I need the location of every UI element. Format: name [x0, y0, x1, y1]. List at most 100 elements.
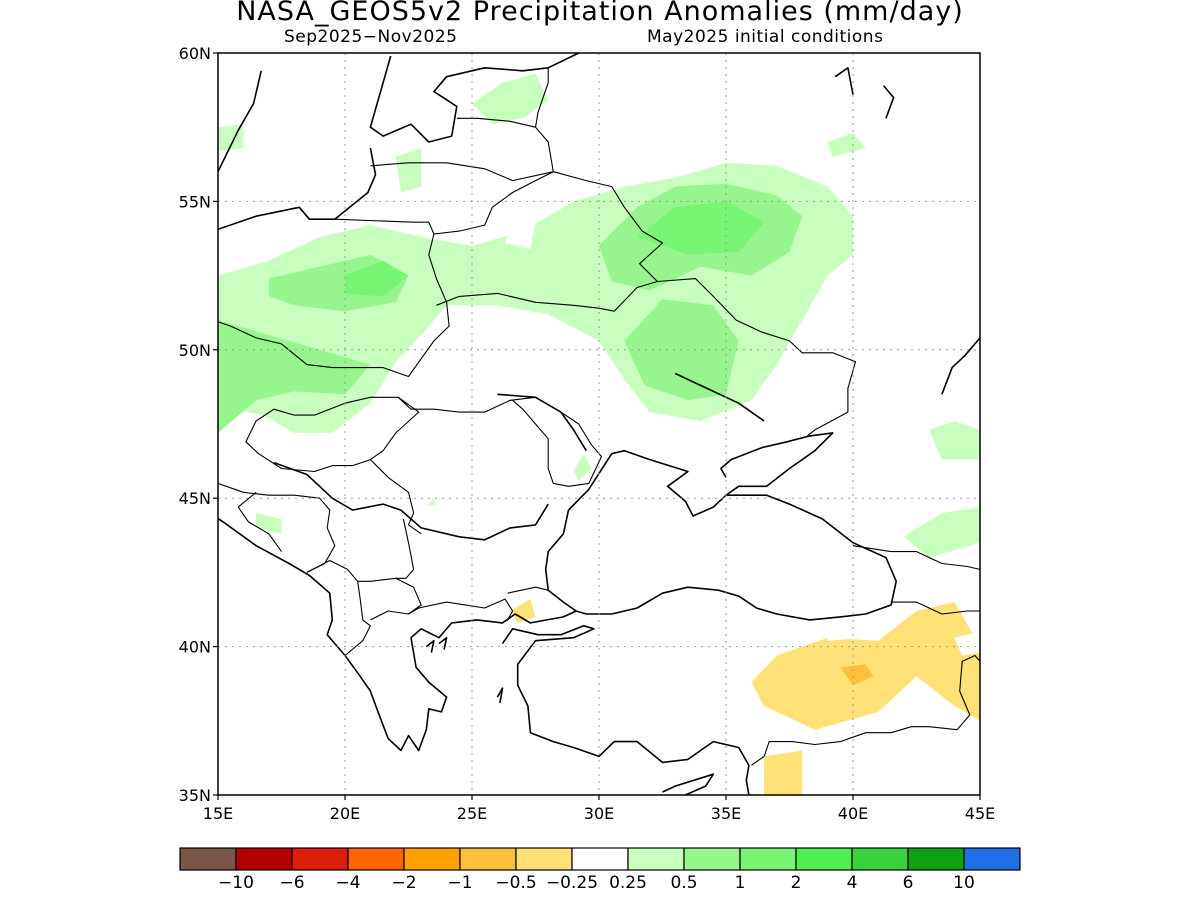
anomaly-region [522, 133, 625, 172]
neutral-region [505, 222, 536, 249]
coastline [438, 636, 448, 650]
anomaly-region [522, 563, 980, 795]
country-border [237, 491, 282, 552]
colorbar-swatch [179, 847, 237, 871]
lon-tick-label: 45E [965, 804, 995, 823]
country-border [751, 741, 792, 766]
country-border [395, 518, 415, 579]
country-border [370, 459, 422, 535]
coastlines [218, 53, 980, 795]
lat-tick-label: 40N [179, 638, 211, 657]
country-border [891, 601, 980, 615]
lat-tick-label: 55N [179, 192, 211, 211]
coastline [662, 773, 715, 795]
colorbar-swatch [403, 847, 461, 871]
lon-tick-label: 30E [584, 804, 614, 823]
country-border [791, 654, 980, 746]
colorbar-swatch [515, 847, 573, 871]
colorbar-label: −2 [391, 873, 416, 893]
colorbar-label: 1 [735, 873, 746, 893]
colorbar-swatch [347, 847, 405, 871]
neutral-region [954, 631, 980, 656]
colorbar-swatch [683, 847, 741, 871]
lat-tick-label: 60N [179, 44, 211, 63]
neutral-region [827, 619, 866, 641]
anomaly-region [637, 201, 765, 255]
coastline [834, 67, 854, 95]
country-border [534, 67, 554, 172]
colorbar-label: −10 [218, 873, 254, 893]
colorbar-label: 0.5 [670, 873, 697, 893]
colorbar-swatch [235, 847, 293, 871]
lon-tick-label: 20E [330, 804, 360, 823]
lat-tick-label: 35N [179, 786, 211, 805]
anomaly-region [218, 320, 371, 433]
colorbar-label: 10 [953, 873, 975, 893]
coastline [674, 372, 765, 422]
colorbar-swatch [795, 847, 853, 871]
anomaly-region [903, 507, 980, 558]
colorbar-label: 0.25 [609, 873, 647, 893]
map-title: NASA_GEOS5v2 Precipitation Anomalies (mm… [236, 0, 964, 27]
colorbar-label: −1 [447, 873, 472, 893]
country-border [408, 598, 514, 624]
anomaly-region [319, 521, 353, 534]
coastline [319, 485, 549, 541]
period-subtitle: Sep2025−Nov2025 [284, 27, 458, 47]
coastline [497, 393, 587, 452]
anomaly-region [764, 750, 803, 795]
colorbar-label: −6 [279, 873, 304, 893]
country-border [852, 545, 980, 570]
anomaly-region [400, 504, 505, 608]
country-borders [218, 67, 980, 766]
lon-tick-label: 35E [711, 804, 741, 823]
lon-tick-label: 25E [457, 804, 487, 823]
coastline [501, 624, 750, 795]
lon-tick-label: 15E [203, 804, 233, 823]
colorbar-swatch [907, 847, 965, 871]
anomaly-region [472, 73, 549, 125]
colorbar-swatch [459, 847, 517, 871]
axis-ticks: 15E 20E 25E 30E 35E 40E 45E 60N 55N 50N 45N 40N 35N [179, 44, 996, 823]
country-border [245, 396, 420, 473]
colorbar-label: −0.5 [495, 873, 536, 893]
colorbar-swatch [739, 847, 797, 871]
coastline [218, 147, 377, 231]
anomaly-region [840, 664, 874, 686]
coastline [369, 53, 580, 143]
neutral-region [611, 649, 701, 700]
graticule [218, 53, 980, 795]
colorbar-label: 2 [791, 873, 802, 893]
colorbar-swatch [851, 847, 909, 871]
lat-tick-label: 45N [179, 489, 211, 508]
coastline [720, 432, 834, 496]
anomaly-region [218, 124, 244, 151]
colorbar-swatch [627, 847, 685, 871]
anomaly-region [827, 133, 866, 157]
anomaly-shading [218, 73, 980, 795]
anomaly-region [573, 453, 592, 481]
anomaly-region [345, 260, 409, 297]
country-border [357, 577, 422, 621]
anomaly-region [929, 421, 980, 460]
anomaly-region [395, 148, 422, 193]
anomaly-region [924, 251, 980, 350]
anomaly-region [510, 599, 536, 623]
coastline [882, 85, 895, 119]
colorbar-label: −4 [335, 873, 360, 893]
country-border [456, 117, 536, 128]
coastline [218, 70, 262, 173]
anomaly-region [720, 76, 828, 119]
colorbar-swatch [291, 847, 349, 871]
initial-conditions-subtitle: May2025 initial conditions [647, 27, 884, 47]
country-border [436, 280, 658, 312]
country-border [306, 559, 371, 656]
country-border [397, 396, 603, 487]
country-border [553, 171, 857, 437]
coastline [273, 461, 321, 487]
country-border [433, 171, 554, 235]
colorbar-swatch [963, 847, 1021, 871]
anomaly-region [827, 462, 879, 522]
lon-tick-label: 40E [838, 804, 868, 823]
